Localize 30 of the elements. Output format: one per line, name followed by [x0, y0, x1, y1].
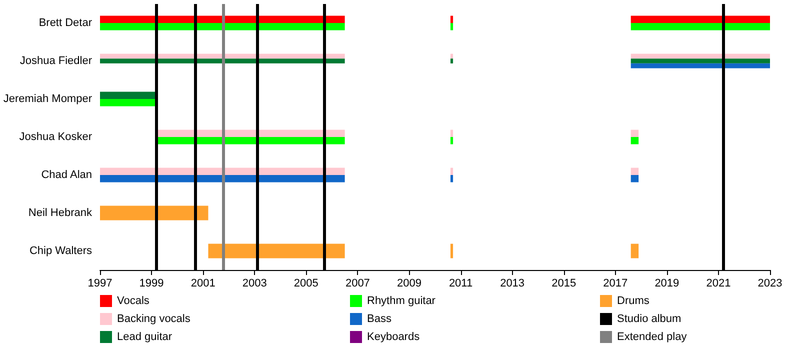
x-tick-label: 2001 — [190, 278, 216, 290]
y-tick-label: Jeremiah Momper — [3, 93, 92, 105]
y-tick-label: Neil Hebrank — [28, 207, 92, 219]
legend-label: Drums — [617, 295, 650, 307]
x-tick-label: 2007 — [345, 278, 370, 290]
y-tick-label: Joshua Fiedler — [20, 55, 92, 67]
x-tick-label: 2017 — [603, 278, 628, 290]
x-tick-label: 2023 — [758, 278, 782, 290]
legend-label: Backing vocals — [117, 313, 191, 325]
x-tick-label: 2011 — [448, 278, 473, 290]
legend-label: Rhythm guitar — [367, 295, 436, 307]
y-tick-label: Chip Walters — [29, 245, 92, 257]
legend-label: Extended play — [617, 331, 688, 343]
x-tick-label: 2015 — [552, 278, 576, 290]
x-tick-label: 2019 — [654, 278, 680, 290]
legend-label: Vocals — [117, 295, 150, 307]
legend-label: Bass — [367, 313, 392, 325]
x-tick-label: 2009 — [396, 278, 422, 290]
y-tick-label: Brett Detar — [38, 17, 92, 29]
x-tick-label: 2021 — [706, 278, 731, 290]
legend-label: Keyboards — [367, 331, 420, 343]
x-tick-label: 2003 — [242, 278, 267, 290]
y-tick-label: Chad Alan — [41, 169, 92, 181]
x-tick-label: 1997 — [88, 278, 112, 290]
legend-label: Lead guitar — [117, 331, 172, 343]
y-tick-label: Joshua Kosker — [19, 131, 92, 143]
legend-label: Studio album — [617, 313, 682, 325]
x-tick-label: 2005 — [294, 278, 318, 290]
x-tick-label: 2013 — [500, 278, 525, 290]
x-tick-label: 1999 — [139, 278, 164, 290]
